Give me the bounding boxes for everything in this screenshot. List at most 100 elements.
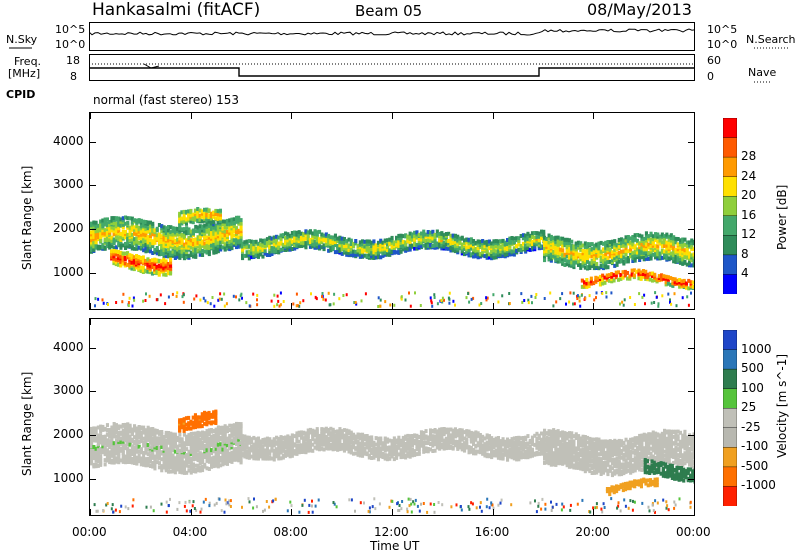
velocity-cell xyxy=(433,448,437,453)
velocity-cell xyxy=(133,424,137,429)
velocity-cell xyxy=(228,443,232,448)
velocity-cell xyxy=(119,436,123,441)
velocity-cell xyxy=(442,438,446,443)
power-cell xyxy=(678,278,682,282)
velocity-cell xyxy=(189,464,193,469)
power-cell xyxy=(664,280,668,285)
power-cell xyxy=(167,231,171,236)
power-cell xyxy=(114,235,118,240)
power-noise xyxy=(661,294,664,298)
velocity-cell xyxy=(435,443,439,448)
power-cell xyxy=(588,248,592,252)
power-cell xyxy=(173,251,177,256)
power-cell xyxy=(275,239,279,244)
velocity-cell xyxy=(397,443,401,448)
power-cell xyxy=(656,239,660,244)
power-cell xyxy=(614,272,618,277)
power-cell xyxy=(656,248,660,253)
velocity-cell xyxy=(201,442,205,447)
velocity-cell xyxy=(261,453,265,458)
velocity-cell xyxy=(119,458,123,463)
velocity-cell xyxy=(410,434,414,438)
velocity-cell xyxy=(361,440,365,445)
power-cell xyxy=(214,230,218,235)
velocity-cell xyxy=(417,435,421,439)
power-cell xyxy=(256,252,260,257)
velocity-cell xyxy=(167,434,171,439)
power-noise xyxy=(202,296,205,300)
power-cell xyxy=(399,238,403,243)
power-cell xyxy=(182,252,186,257)
power-cell xyxy=(162,272,166,277)
power-cell xyxy=(458,246,462,251)
velocity-cell xyxy=(284,453,288,457)
power-cell xyxy=(349,247,353,252)
velocity-cell xyxy=(99,459,103,464)
velocity-cell xyxy=(191,466,195,471)
power-cell xyxy=(363,253,367,258)
velocity-cell xyxy=(374,442,378,447)
power-cell xyxy=(281,233,285,238)
velocity-cell xyxy=(365,436,369,441)
power-cell xyxy=(638,233,642,238)
power-cell xyxy=(530,239,534,244)
power-cell xyxy=(297,234,301,239)
velocity-cell xyxy=(137,431,141,436)
velocity-cell xyxy=(207,442,211,447)
power-cell xyxy=(540,244,544,249)
power-cell xyxy=(216,234,220,239)
power-cell xyxy=(96,233,100,237)
velocity-cell xyxy=(460,447,464,452)
velocity-cell xyxy=(169,442,173,447)
power-cell xyxy=(376,247,380,252)
velocity-cell xyxy=(342,443,346,448)
velocity-cell xyxy=(417,450,421,455)
velocity-cell xyxy=(277,447,281,452)
velocity-cell xyxy=(320,442,324,447)
velocity-cell xyxy=(160,464,164,469)
velocity-cell xyxy=(329,443,333,447)
velocity-cell xyxy=(173,463,177,468)
velocity-cell xyxy=(447,438,451,443)
nsky-trace xyxy=(89,28,695,36)
power-cell xyxy=(250,239,254,244)
power-cell xyxy=(191,252,195,257)
power-cell xyxy=(331,245,335,250)
velocity-cell xyxy=(94,438,98,443)
power-cell xyxy=(198,246,202,251)
power-cell xyxy=(361,242,365,247)
power-cell xyxy=(230,231,234,236)
power-cell xyxy=(290,247,294,251)
velocity-cell xyxy=(178,460,182,465)
power-cell xyxy=(225,243,229,248)
velocity-cell xyxy=(297,433,301,438)
freq-tick-top: 18 xyxy=(66,54,80,67)
velocity-cell xyxy=(221,447,225,452)
power-cell xyxy=(304,241,308,246)
power-cell xyxy=(340,243,344,248)
power-cell xyxy=(649,244,653,249)
power-cell xyxy=(358,240,362,245)
velocity-cell xyxy=(392,436,396,441)
power-cell xyxy=(621,275,625,280)
power-cell xyxy=(241,244,245,249)
power-cell xyxy=(169,244,173,249)
power-noise xyxy=(167,295,170,299)
power-cell xyxy=(207,226,211,231)
power-cell xyxy=(543,249,547,254)
power-cell xyxy=(108,228,112,233)
velocity-cell xyxy=(133,445,137,450)
power-cell xyxy=(431,244,435,248)
power-cell xyxy=(164,226,168,231)
velocity-cell xyxy=(126,450,130,455)
power-cell xyxy=(356,248,360,253)
velocity-cell xyxy=(329,446,333,451)
power-cell xyxy=(481,241,485,246)
power-cell xyxy=(157,240,161,245)
power-cell xyxy=(189,245,193,250)
velocity-cell xyxy=(279,450,283,455)
velocity-cell xyxy=(171,468,175,473)
power-cell xyxy=(657,278,661,283)
power-noise xyxy=(355,302,358,306)
power-noise xyxy=(220,297,223,301)
